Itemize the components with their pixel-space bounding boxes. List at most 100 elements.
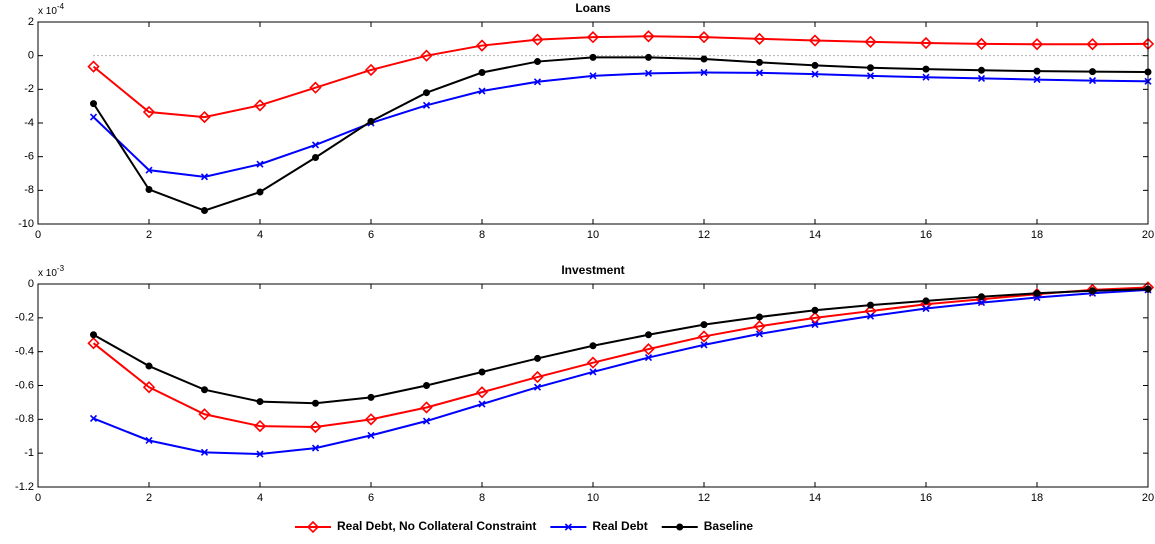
y-tick-label: -6: [24, 151, 34, 163]
marker: [200, 173, 209, 181]
x-tick-label: 2: [146, 492, 152, 504]
legend-label: Baseline: [704, 519, 754, 533]
marker: [586, 31, 600, 44]
marker: [977, 299, 986, 307]
marker: [808, 34, 822, 47]
marker: [756, 58, 763, 66]
marker: [364, 63, 378, 77]
x-tick-label: 10: [587, 492, 599, 504]
x-tick-label: 14: [809, 492, 821, 504]
marker: [642, 30, 655, 43]
x-tick-label: 2: [146, 229, 152, 241]
y-tick-label: 2: [28, 16, 34, 28]
marker: [642, 342, 655, 356]
x-tick-label: 0: [35, 229, 41, 241]
y-tick-label: 0: [28, 278, 34, 290]
marker: [145, 436, 153, 445]
marker: [534, 354, 541, 362]
marker: [309, 420, 322, 434]
marker: [90, 331, 97, 339]
marker: [589, 342, 597, 350]
marker: [1033, 289, 1041, 297]
marker: [312, 399, 319, 407]
marker: [589, 53, 597, 61]
marker: [586, 356, 600, 369]
marker: [811, 61, 819, 69]
marker: [256, 160, 264, 168]
marker: [919, 36, 933, 50]
marker: [90, 100, 97, 108]
series-line: [92, 286, 1149, 428]
marker: [200, 448, 209, 456]
marker: [811, 306, 819, 314]
chart-title: Loans: [575, 1, 611, 15]
marker: [311, 141, 320, 149]
y-tick-label: -0.4: [15, 346, 34, 358]
series-line: [92, 56, 1149, 212]
marker: [1033, 67, 1041, 75]
marker: [201, 207, 208, 215]
marker: [700, 55, 708, 63]
marker: [87, 337, 100, 350]
x-tick-label: 18: [1031, 492, 1043, 504]
marker: [755, 330, 764, 338]
marker: [256, 188, 264, 196]
marker: [1030, 38, 1044, 51]
marker: [756, 313, 763, 321]
marker: [866, 312, 875, 320]
marker: [367, 117, 375, 125]
marker: [478, 400, 486, 408]
marker: [422, 101, 431, 109]
series-line: [93, 288, 1149, 405]
marker: [367, 431, 375, 439]
legend-label: Real Debt: [592, 519, 647, 533]
x-tick-label: 16: [920, 229, 932, 241]
marker: [475, 39, 489, 52]
marker: [367, 393, 375, 401]
marker: [201, 386, 208, 394]
marker: [644, 69, 653, 77]
scale-base: x 10: [38, 6, 57, 17]
marker: [808, 311, 822, 324]
marker: [753, 32, 766, 45]
marker: [700, 68, 708, 77]
x-tick-label: 16: [920, 492, 932, 504]
series-line: [93, 288, 1149, 456]
legend: Real Debt, No Collateral Constraint Real …: [295, 519, 753, 533]
series-line: [92, 71, 1149, 178]
x-tick-label: 18: [1031, 229, 1043, 241]
marker: [253, 419, 267, 433]
marker: [700, 321, 708, 329]
marker: [89, 414, 98, 423]
x-tick-label: 8: [479, 229, 485, 241]
x-tick-label: 0: [35, 492, 41, 504]
marker: [589, 72, 597, 80]
marker: [198, 408, 211, 421]
plot-frame: [37, 21, 1149, 225]
marker: [256, 450, 264, 458]
y-tick-label: -1.2: [15, 481, 34, 493]
marker: [644, 354, 653, 362]
marker: [645, 331, 652, 339]
marker: [423, 382, 430, 389]
marker: [142, 105, 156, 119]
legend-label: Real Debt, No Collateral Constraint: [337, 519, 536, 533]
marker: [422, 417, 431, 425]
marker: [364, 413, 378, 426]
x-tick-label: 20: [1142, 492, 1154, 504]
y-tick-label: -0.8: [15, 413, 34, 425]
marker: [198, 110, 211, 124]
marker: [420, 401, 433, 414]
marker: [697, 330, 711, 343]
marker: [533, 78, 542, 86]
marker: [866, 72, 875, 80]
y-tick-label: -8: [24, 184, 34, 196]
marker: [1089, 287, 1096, 295]
x-tick-label: 12: [698, 492, 710, 504]
y-tick-label: -10: [18, 218, 34, 230]
marker: [978, 66, 985, 74]
marker: [531, 370, 544, 384]
marker: [89, 113, 98, 121]
marker: [755, 69, 764, 77]
chart-title: Investment: [561, 263, 624, 277]
